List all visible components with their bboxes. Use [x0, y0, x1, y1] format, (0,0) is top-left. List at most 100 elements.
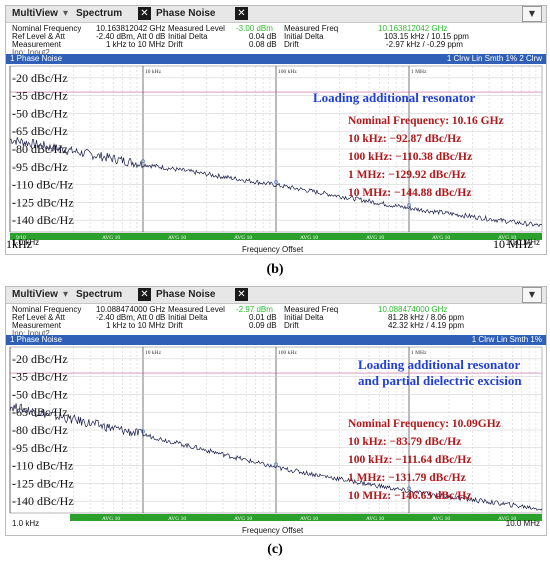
- marker-point: [407, 203, 411, 208]
- info-label: Drift: [284, 40, 299, 49]
- status-avg-label: AVG 10: [168, 235, 186, 241]
- x-start-label: 1.0 kHz: [12, 238, 40, 247]
- close-icon[interactable]: ✕: [235, 288, 248, 301]
- y-tick-label: -35 dBc/Hz: [12, 370, 68, 384]
- tab-bar: MultiView ▾ Spectrum ✕ Phase Noise ✕ ▼: [6, 6, 546, 23]
- y-tick-label: -65 dBc/Hz: [12, 405, 68, 419]
- info-label: Nominal Frequency: [12, 24, 82, 33]
- info-value: -2.40 dBm, Att 0 dB: [96, 32, 166, 41]
- y-tick-label: -20 dBc/Hz: [12, 71, 68, 85]
- info-label: Initial Delta: [168, 313, 208, 322]
- status-avg-label: AVG 10: [168, 516, 186, 522]
- tab-multiview[interactable]: MultiView: [12, 289, 58, 300]
- info-value: 103.15 kHz / 10.15 ppm: [384, 32, 469, 41]
- marker-point: [274, 180, 278, 184]
- y-tick-label: -95 dBc/Hz: [12, 160, 68, 174]
- info-label: Measurement: [12, 321, 61, 330]
- status-avg-label: AVG 10: [498, 235, 516, 241]
- info-label: Ref Level & Att: [12, 32, 65, 41]
- decade-tick-label: 10 kHz: [145, 69, 162, 75]
- info-label: Measured Level: [168, 24, 225, 33]
- decade-tick-label: 100 kHz: [278, 69, 297, 75]
- status-avg-label: AVG 10: [366, 516, 384, 522]
- info-value: 0.04 dB: [249, 32, 277, 41]
- info-label: Measured Level: [168, 305, 225, 314]
- plot-annotation: 100 kHz: −111.64 dBc/Hz: [348, 454, 471, 466]
- window-title: 1 Phase Noise: [10, 335, 63, 344]
- status-avg-label: AVG 10: [234, 516, 252, 522]
- window-menu-icon[interactable]: ▼: [522, 6, 542, 22]
- info-label: Ref Level & Att: [12, 313, 65, 322]
- info-label: Drift: [168, 321, 183, 330]
- info-value: 0.08 dB: [249, 40, 277, 49]
- decade-tick-label: 10 kHz: [145, 350, 162, 356]
- x-end-label: 10.0 MHz: [505, 238, 540, 247]
- status-avg-label: AVG 10: [102, 235, 120, 241]
- status-bar: [70, 514, 542, 521]
- overlay-right-label: 10 MHz: [493, 237, 533, 251]
- status-avg-label: AVG 10: [432, 516, 450, 522]
- info-label: Nominal Frequency: [12, 305, 82, 314]
- status-avg-label: AVG 10: [498, 516, 516, 522]
- status-avg-label: AVG 10: [366, 235, 384, 241]
- decade-tick-label: 1 MHz: [411, 350, 427, 356]
- tab-multiview[interactable]: MultiView: [12, 8, 58, 19]
- close-icon[interactable]: ✕: [235, 7, 248, 20]
- y-tick-label: -95 dBc/Hz: [12, 441, 68, 455]
- phase-noise-trace: [9, 137, 543, 228]
- status-avg-label: AVG 10: [432, 235, 450, 241]
- y-tick-label: -65 dBc/Hz: [12, 124, 68, 138]
- x-axis-label: Frequency Offset: [242, 526, 304, 535]
- info-label: Measured Freq: [284, 24, 339, 33]
- decade-tick-label: 100 kHz: [278, 350, 297, 356]
- measurement-info: Nominal Frequency 10.088474000 GHz Ref L…: [6, 304, 546, 340]
- status-bar: [70, 233, 542, 240]
- marker-point: [407, 486, 411, 491]
- x-axis-label: Frequency Offset: [242, 245, 304, 254]
- phase-noise-plot: 10 kHz 100 kHz 1 MHz -20 dBc/Hz -35 dBc/Hz -5…: [9, 346, 543, 522]
- info-value: 42.32 kHz / 4.19 ppm: [388, 321, 465, 330]
- dropdown-arrow-icon[interactable]: ▾: [63, 289, 69, 300]
- trace-info: 1 Clrw Lin Smth 1% 2 Clrw: [446, 54, 542, 63]
- x-start-label: 1.0 kHz: [12, 519, 40, 528]
- tab-phase-noise[interactable]: Phase Noise: [156, 289, 216, 300]
- tab-bar: MultiView ▾ Spectrum ✕ Phase Noise ✕ ▼: [6, 287, 546, 304]
- measurement-info: Nominal Frequency 10.163812042 GHz Ref L…: [6, 23, 546, 59]
- tab-phase-noise[interactable]: Phase Noise: [156, 8, 216, 19]
- y-tick-label: -110 dBc/Hz: [12, 178, 73, 192]
- info-value: 10.163812042 GHz: [378, 24, 448, 33]
- tab-spectrum[interactable]: Spectrum: [76, 8, 123, 19]
- status-avg-label: AVG 10: [234, 235, 252, 241]
- y-tick-label: -140 dBc/Hz: [12, 494, 74, 508]
- close-icon[interactable]: ✕: [138, 7, 151, 20]
- info-value: 0.09 dB: [249, 321, 277, 330]
- info-value: 10.088474000 GHz: [378, 305, 448, 314]
- y-tick-label: -80 dBc/Hz: [12, 423, 68, 437]
- info-value: 1 kHz to 10 MHz: [106, 40, 166, 49]
- status-avg-label: AVG 10: [300, 516, 318, 522]
- info-value: -2.97 dBm: [236, 305, 273, 314]
- plot-annotation: 10 kHz: −83.79 dBc/Hz: [348, 436, 461, 448]
- info-label: Drift: [284, 321, 299, 330]
- info-label: Drift: [168, 40, 183, 49]
- dropdown-arrow-icon[interactable]: ▾: [63, 8, 69, 19]
- plot-annotation: 10 MHz: −146.63 dBc/Hz: [348, 490, 471, 502]
- phase-noise-plot: 10 kHz 100 kHz 1 MHz -20 dBc/Hz -35 dBc/Hz -5…: [9, 65, 543, 241]
- info-label: Measurement: [12, 40, 61, 49]
- y-tick-label: -20 dBc/Hz: [12, 352, 68, 366]
- y-tick-label: -110 dBc/Hz: [12, 459, 73, 473]
- close-icon[interactable]: ✕: [138, 288, 151, 301]
- phase-noise-window-b: MultiView ▾ Spectrum ✕ Phase Noise ✕ ▼ N…: [5, 5, 547, 255]
- status-sweep-count: 9/10: [16, 235, 26, 241]
- window-title-bar: 1 Phase Noise 1 Clrw Lin Smth 1% 2 Clrw: [6, 54, 546, 64]
- plot-annotation: Nominal Frequency: 10.16 GHz: [348, 115, 504, 127]
- status-bar: [10, 233, 70, 240]
- plot-annotation: 1 MHz: −131.79 dBc/Hz: [348, 472, 466, 484]
- info-value: 1 kHz to 10 MHz: [106, 321, 166, 330]
- phase-noise-trace: [9, 403, 543, 511]
- window-menu-icon[interactable]: ▼: [522, 287, 542, 303]
- info-label: Measured Freq: [284, 305, 339, 314]
- status-avg-label: AVG 10: [102, 516, 120, 522]
- tab-spectrum[interactable]: Spectrum: [76, 289, 123, 300]
- overlay-left-label: 1kHz: [6, 237, 32, 251]
